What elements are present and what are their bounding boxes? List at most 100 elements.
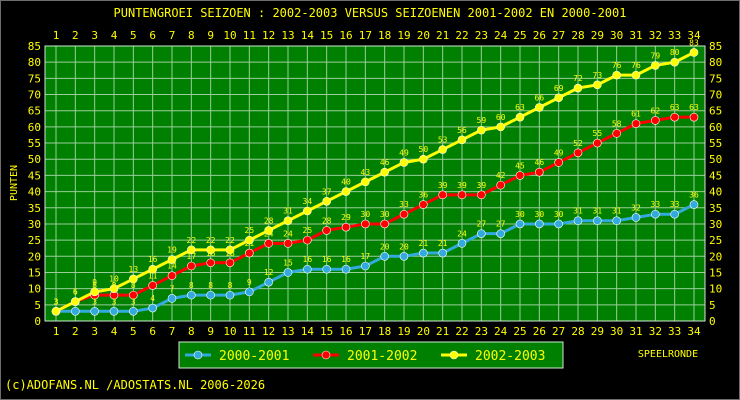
data-point-2001-2002 bbox=[419, 200, 428, 209]
x-tick-label-top: 12 bbox=[262, 29, 275, 42]
y-tick-label-left: 80 bbox=[28, 56, 41, 69]
y-tick-label-right: 65 bbox=[709, 105, 722, 118]
data-label-2000-2001: 3 bbox=[131, 297, 136, 306]
data-label-2001-2002: 8 bbox=[131, 281, 136, 290]
data-label-2001-2002: 11 bbox=[148, 271, 158, 280]
data-point-2002-2003 bbox=[535, 103, 544, 112]
data-label-2001-2002: 14 bbox=[167, 262, 177, 271]
data-label-2001-2002: 25 bbox=[303, 226, 313, 235]
data-label-2001-2002: 6 bbox=[73, 288, 78, 297]
data-point-2001-2002 bbox=[631, 119, 641, 128]
x-tick-label-top: 5 bbox=[130, 29, 137, 42]
y-tick-label-left: 5 bbox=[34, 299, 41, 312]
data-label-2002-2003: 66 bbox=[535, 93, 545, 102]
y-tick-label-left: 30 bbox=[28, 218, 41, 231]
data-point-2000-2001 bbox=[225, 290, 235, 300]
data-point-2002-2003 bbox=[129, 274, 138, 284]
data-point-2002-2003 bbox=[322, 196, 331, 206]
x-tick-label-top: 15 bbox=[320, 29, 333, 42]
data-label-2002-2003: 76 bbox=[612, 61, 622, 70]
data-point-2001-2002 bbox=[438, 190, 447, 200]
x-tick-label-top: 19 bbox=[397, 29, 410, 42]
data-label-2001-2002: 42 bbox=[496, 171, 506, 180]
data-point-2002-2003 bbox=[380, 167, 389, 177]
data-point-2001-2002 bbox=[380, 219, 389, 229]
data-label-2001-2002: 63 bbox=[670, 103, 680, 112]
legend-swatch-marker bbox=[449, 350, 459, 360]
data-point-2000-2001 bbox=[109, 306, 119, 316]
x-tick-label-bottom: 18 bbox=[378, 325, 391, 338]
x-tick-label-bottom: 32 bbox=[649, 325, 662, 338]
legend-box bbox=[178, 341, 564, 369]
x-tick-label-top: 24 bbox=[494, 29, 508, 42]
x-tick-label-top: 13 bbox=[281, 29, 294, 42]
data-point-2000-2001 bbox=[380, 251, 389, 261]
y-tick-label-left: 75 bbox=[28, 72, 41, 85]
x-tick-label-bottom: 7 bbox=[169, 325, 176, 338]
data-label-2001-2002: 45 bbox=[515, 161, 525, 170]
data-point-2002-2003 bbox=[167, 255, 177, 264]
x-tick-label-bottom: 2 bbox=[72, 325, 79, 338]
x-tick-label-top: 34 bbox=[687, 29, 701, 42]
data-point-2002-2003 bbox=[554, 93, 563, 103]
data-label-2000-2001: 24 bbox=[457, 229, 467, 238]
y-tick-label-left: 40 bbox=[28, 186, 41, 199]
y-tick-label-left: 15 bbox=[28, 266, 41, 279]
x-tick-label-bottom: 9 bbox=[207, 325, 214, 338]
y-tick-label-right: 55 bbox=[709, 137, 722, 150]
data-label-2000-2001: 16 bbox=[303, 255, 313, 264]
data-label-2001-2002: 39 bbox=[438, 181, 448, 190]
y-tick-label-right: 25 bbox=[709, 234, 722, 247]
data-point-2001-2002 bbox=[225, 258, 235, 268]
data-point-2000-2001 bbox=[245, 287, 254, 297]
data-point-2000-2001 bbox=[651, 209, 660, 219]
data-label-2002-2003: 49 bbox=[399, 148, 409, 157]
data-label-2000-2001: 3 bbox=[92, 297, 97, 306]
data-point-2001-2002 bbox=[303, 235, 312, 245]
x-tick-label-bottom: 24 bbox=[494, 325, 508, 338]
x-tick-label-bottom: 3 bbox=[91, 325, 98, 338]
data-label-2002-2003: 10 bbox=[109, 275, 119, 284]
data-label-2000-2001: 16 bbox=[322, 255, 332, 264]
x-tick-label-top: 29 bbox=[591, 29, 604, 42]
x-tick-label-bottom: 30 bbox=[610, 325, 623, 338]
y-tick-label-right: 60 bbox=[709, 121, 722, 134]
data-point-2001-2002 bbox=[167, 271, 177, 281]
data-label-2002-2003: 3 bbox=[54, 297, 59, 306]
x-tick-label-top: 18 bbox=[378, 29, 391, 42]
x-tick-label-bottom: 25 bbox=[513, 325, 526, 338]
data-point-2002-2003 bbox=[651, 61, 660, 70]
data-point-2002-2003 bbox=[573, 83, 583, 93]
data-point-2002-2003 bbox=[477, 125, 486, 135]
data-label-2000-2001: 20 bbox=[399, 242, 409, 251]
y-tick-label-right: 5 bbox=[709, 299, 716, 312]
data-point-2002-2003 bbox=[612, 70, 621, 80]
x-tick-label-top: 3 bbox=[91, 29, 98, 42]
data-point-2000-2001 bbox=[419, 248, 428, 258]
data-point-2001-2002 bbox=[612, 129, 621, 138]
data-point-2000-2001 bbox=[631, 213, 641, 222]
data-label-2000-2001: 30 bbox=[554, 210, 564, 219]
data-point-2001-2002 bbox=[593, 138, 602, 148]
data-point-2000-2001 bbox=[573, 216, 583, 226]
data-label-2000-2001: 20 bbox=[380, 242, 390, 251]
data-label-2002-2003: 46 bbox=[380, 158, 390, 167]
y-tick-label-right: 10 bbox=[709, 283, 722, 296]
x-tick-label-top: 7 bbox=[169, 29, 176, 42]
data-point-2001-2002 bbox=[399, 209, 409, 219]
data-point-2000-2001 bbox=[399, 251, 409, 261]
data-label-2001-2002: 36 bbox=[419, 191, 429, 200]
data-label-2000-2001: 21 bbox=[438, 239, 448, 248]
data-label-2002-2003: 16 bbox=[148, 255, 158, 264]
data-label-2002-2003: 37 bbox=[322, 187, 332, 196]
data-label-2000-2001: 27 bbox=[496, 220, 506, 229]
y-tick-label-left: 60 bbox=[28, 121, 41, 134]
legend-label: 2002-2003 bbox=[475, 349, 545, 364]
data-label-2000-2001: 31 bbox=[593, 207, 603, 216]
data-point-2000-2001 bbox=[322, 264, 331, 274]
data-point-2002-2003 bbox=[496, 122, 505, 132]
x-tick-label-top: 8 bbox=[188, 29, 195, 42]
data-point-2000-2001 bbox=[90, 306, 99, 316]
data-point-2002-2003 bbox=[631, 70, 641, 80]
